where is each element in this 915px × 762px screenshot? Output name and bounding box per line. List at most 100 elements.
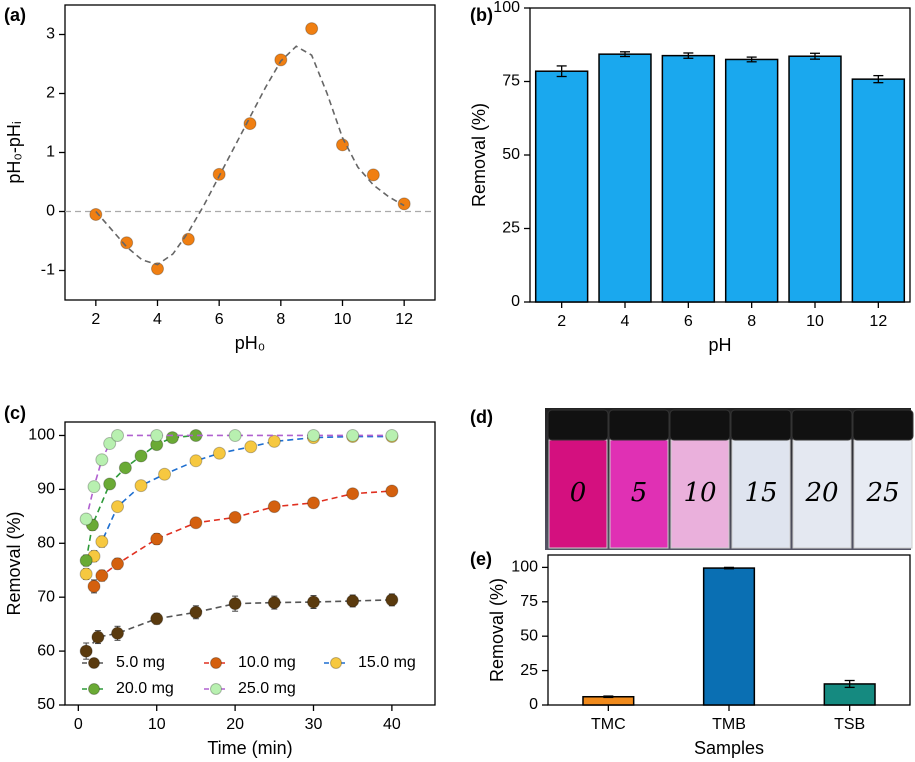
y-tick-label: 100: [511, 559, 538, 576]
bar: [788, 55, 842, 303]
legend-entry: 15.0 mg: [324, 654, 416, 671]
data-point: [151, 262, 164, 276]
bar: [851, 78, 906, 303]
y-tick-label: 70: [37, 588, 55, 605]
data-point: [87, 480, 101, 494]
data-point: [267, 596, 281, 610]
bar: [724, 58, 779, 303]
y-axis-label: Removal (%): [4, 511, 24, 615]
data-point: [385, 484, 399, 498]
data-point: [228, 428, 242, 442]
y-tick-label: 80: [37, 535, 55, 552]
x-tick-label: 2: [91, 311, 100, 328]
y-axis-label: Removal (%): [469, 103, 489, 207]
legend-marker: [330, 657, 342, 669]
data-point: [95, 535, 109, 549]
y-tick-label: 2: [46, 85, 55, 102]
data-point: [87, 579, 101, 593]
data-point: [228, 510, 242, 524]
error-bar: [556, 65, 567, 78]
error-bar: [746, 56, 757, 63]
vial-cap: [730, 409, 792, 441]
data-point: [267, 500, 281, 514]
data-point: [91, 630, 105, 644]
y-tick-label: 50: [520, 627, 538, 644]
panel-label: (b): [470, 5, 493, 25]
data-point: [150, 428, 164, 442]
x-axis-label: pH: [708, 335, 731, 355]
data-point: [111, 500, 125, 514]
bar: [534, 70, 589, 303]
series-line: [85, 434, 392, 520]
panel-label: (e): [470, 549, 492, 569]
y-tick-label: 100: [493, 0, 520, 16]
y-tick-label: 1: [46, 144, 55, 161]
data-point: [243, 117, 257, 131]
data-point: [212, 167, 226, 181]
legend-label: 15.0 mg: [358, 654, 416, 671]
legend-marker: [210, 657, 222, 669]
series-line: [85, 434, 196, 561]
panel-label: (d): [470, 407, 493, 427]
panel: (c) 50 60 70 80 90 100 0 10 20 30 40 Time (min) Remov…: [4, 403, 436, 758]
y-tick-label: 0: [46, 203, 55, 220]
vial-glass: [731, 439, 791, 549]
x-tick-label: TSB: [834, 716, 865, 733]
x-tick-label: 10: [334, 311, 352, 328]
legend-marker: [88, 683, 100, 695]
data-point: [189, 454, 203, 468]
data-point: [189, 605, 203, 619]
y-tick-label: 25: [520, 662, 538, 679]
y-tick-label: 60: [37, 642, 55, 659]
data-point: [165, 431, 179, 445]
y-tick-label: 75: [520, 593, 538, 610]
vial-glass: [548, 439, 608, 549]
data-point: [118, 461, 132, 475]
panel: (b) 0 25 50 75 100 pH Removal (%) 2 4 6 8 10 12: [469, 0, 911, 355]
y-tick-label: 3: [46, 26, 55, 43]
data-point: [111, 626, 125, 640]
legend-label: 5.0 mg: [116, 654, 165, 671]
data-point: [79, 512, 93, 526]
data-point: [306, 428, 320, 442]
data-point: [103, 477, 117, 491]
data-point: [150, 612, 164, 626]
data-point: [385, 428, 399, 442]
y-tick-label: 25: [502, 220, 520, 237]
y-axis-label: Removal (%): [487, 578, 507, 682]
vial-cap: [547, 409, 609, 441]
data-point: [366, 168, 380, 182]
x-tick-label: 8: [747, 313, 756, 330]
legend-label: 20.0 mg: [116, 680, 174, 697]
x-tick-label: 40: [383, 716, 401, 733]
data-point: [103, 437, 117, 451]
legend-label: 10.0 mg: [238, 654, 296, 671]
data-point: [274, 53, 288, 67]
data-point: [212, 446, 226, 460]
plot-frame: [64, 4, 436, 301]
y-tick-label: 90: [37, 481, 55, 498]
legend-entry: 5.0 mg: [82, 654, 165, 671]
x-tick-label: 6: [684, 313, 693, 330]
vial-glass: [792, 439, 852, 549]
error-bar: [844, 679, 855, 689]
vial-cap: [852, 409, 914, 441]
vial-label: 25: [865, 478, 899, 508]
data-point: [385, 593, 399, 607]
legend-entry: 10.0 mg: [204, 654, 296, 671]
data-point: [79, 554, 93, 568]
x-tick-label: 6: [215, 311, 224, 328]
y-tick-label: 0: [511, 293, 520, 310]
data-point: [134, 479, 148, 493]
x-tick-label: TMC: [591, 716, 626, 733]
data-point: [305, 22, 319, 36]
data-point: [346, 428, 360, 442]
error-bar: [724, 566, 734, 570]
legend-marker: [210, 683, 222, 695]
x-tick-label: 30: [305, 716, 323, 733]
panel: (e) 0 25 50 75 100 Samples Removal (%) TMC TMB TSB: [470, 549, 911, 758]
data-point: [397, 197, 411, 211]
y-tick-label: 50: [502, 146, 520, 163]
x-tick-label: 10: [806, 313, 824, 330]
